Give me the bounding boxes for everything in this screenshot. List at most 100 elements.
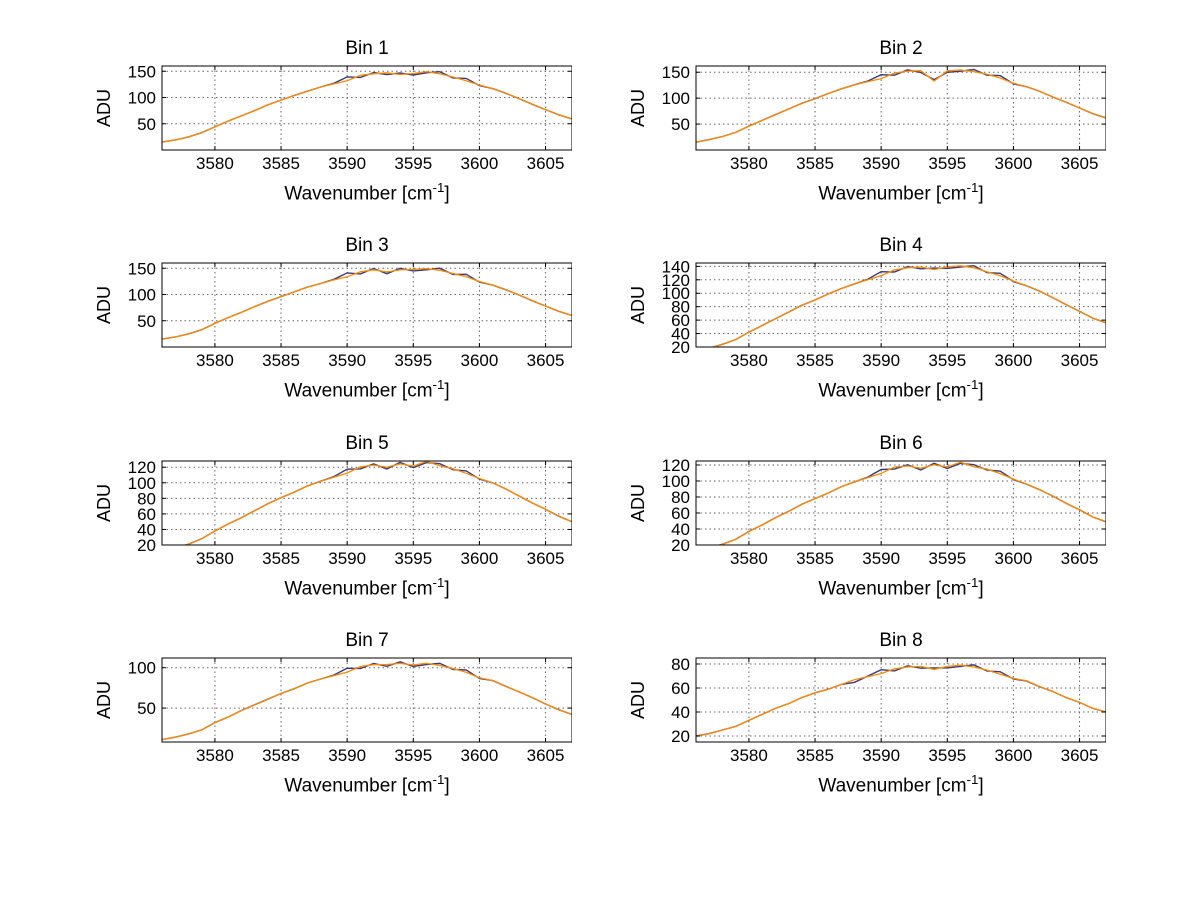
x-tick-label: 3590 (862, 549, 900, 568)
x-tick-label: 3595 (928, 549, 966, 568)
x-tick-label: 3605 (1061, 154, 1099, 173)
x-tick-label: 3605 (1061, 351, 1099, 370)
x-tick-label: 3585 (262, 549, 300, 568)
chart-title: Bin 2 (879, 38, 923, 59)
x-axis-label: Wavenumber [cm-1] (284, 574, 450, 599)
x-tick-label: 3590 (862, 746, 900, 765)
subplot-bin-3: Bin 3 3580 3585 3590 3595 3600 3605 50 100 150 ADU… (94, 235, 573, 402)
y-tick-label: 100 (662, 285, 690, 304)
subplot-bin-7: Bin 7 3580 3585 3590 3595 3600 3605 50 100 ADU Wav… (94, 629, 573, 797)
x-tick-label: 3600 (995, 154, 1033, 173)
y-tick-label: 100 (128, 89, 156, 108)
chart-title: Bin 3 (345, 235, 389, 257)
x-axis-label: Wavenumber [cm-1] (284, 180, 450, 205)
y-tick-label: 100 (128, 659, 156, 678)
x-tick-label: 3585 (796, 746, 834, 765)
y-axis-label: ADU (628, 89, 648, 127)
spectrum-line (696, 664, 1106, 737)
x-tick-label: 3590 (328, 549, 366, 568)
subplot-bin-1: Bin 1 3580 3585 3590 3595 3600 3605 50 100 150 ADU… (94, 38, 573, 205)
y-tick-label: 40 (671, 325, 690, 344)
chart-title: Bin 8 (879, 629, 923, 651)
chart-title: Bin 1 (345, 38, 389, 59)
spectrum-overlay-line (696, 664, 1106, 737)
x-tick-label: 3590 (328, 154, 366, 173)
y-tick-label: 20 (137, 536, 156, 555)
y-tick-label: 100 (128, 286, 156, 305)
x-tick-label: 3595 (394, 351, 432, 370)
axis-box (161, 657, 573, 743)
x-tick-label: 3590 (328, 351, 366, 370)
subplot-bin-2: Bin 2 3580 3585 3590 3595 3600 3605 50 100 150 ADU… (628, 38, 1107, 205)
axis-box (161, 460, 573, 546)
spectrum-line (162, 268, 572, 341)
x-tick-label: 3590 (862, 154, 900, 173)
x-tick-label: 3585 (796, 351, 834, 370)
y-tick-label: 20 (671, 536, 690, 555)
x-tick-label: 3595 (394, 746, 432, 765)
spectrum-overlay-line (162, 267, 572, 341)
y-tick-label: 60 (137, 505, 156, 524)
x-tick-label: 3580 (196, 154, 234, 173)
spectrum-line (711, 265, 1106, 348)
x-axis-label: Wavenumber [cm-1] (818, 377, 984, 402)
y-tick-label: 150 (128, 260, 156, 278)
x-axis-label: Wavenumber [cm-1] (818, 771, 984, 797)
spectrum-overlay-line (162, 661, 572, 741)
x-tick-label: 3600 (995, 351, 1033, 370)
y-axis-label: ADU (628, 484, 648, 522)
y-axis-label: ADU (628, 681, 648, 719)
x-tick-label: 3605 (527, 746, 565, 765)
y-axis-label: ADU (628, 286, 648, 324)
y-tick-label: 150 (662, 63, 690, 82)
axis-box (695, 262, 1107, 348)
x-tick-label: 3605 (1061, 746, 1099, 765)
chart-canvas: 3580 3585 3590 3595 3600 3605 50 100 150 ADU (94, 260, 573, 370)
chart-title: Bin 5 (345, 432, 389, 454)
y-tick-label: 140 (662, 260, 690, 276)
x-tick-label: 3585 (796, 154, 834, 173)
x-tick-label: 3580 (730, 154, 768, 173)
y-tick-label: 50 (671, 115, 690, 134)
subplot-grid: Bin 1 3580 3585 3590 3595 3600 3605 50 100 150 ADU… (94, 38, 1107, 797)
y-tick-label: 60 (671, 311, 690, 330)
y-tick-label: 80 (137, 489, 156, 508)
x-tick-label: 3595 (928, 154, 966, 173)
y-tick-label: 50 (137, 699, 156, 718)
x-tick-label: 3600 (461, 351, 499, 370)
x-tick-label: 3605 (1061, 549, 1099, 568)
y-axis-label: ADU (94, 484, 114, 522)
y-tick-label: 120 (128, 458, 156, 477)
x-tick-label: 3580 (196, 549, 234, 568)
subplot-bin-8: Bin 8 3580 3585 3590 3595 3600 3605 20 40 60 80 ADU… (628, 629, 1107, 797)
axis-box (161, 65, 573, 151)
chart-canvas: 3580 3585 3590 3595 3600 3605 50 100 150 ADU (628, 63, 1107, 173)
x-tick-label: 3580 (730, 549, 768, 568)
spectrum-overlay-line (162, 70, 572, 143)
y-tick-label: 150 (128, 63, 156, 81)
axis-box (695, 65, 1107, 151)
y-tick-label: 50 (137, 115, 156, 134)
x-tick-label: 3585 (262, 154, 300, 173)
y-axis-label: ADU (94, 89, 114, 127)
x-tick-label: 3600 (461, 549, 499, 568)
spectrum-overlay-line (696, 68, 1106, 143)
x-tick-label: 3585 (262, 746, 300, 765)
y-tick-label: 20 (671, 338, 690, 357)
x-tick-label: 3600 (461, 154, 499, 173)
y-tick-label: 60 (671, 679, 690, 698)
y-tick-label: 100 (662, 472, 690, 491)
x-tick-label: 3595 (394, 549, 432, 568)
y-tick-label: 20 (671, 727, 690, 746)
x-tick-label: 3605 (527, 154, 565, 173)
chart-canvas: 3580 3585 3590 3595 3600 3605 50 100 150 ADU (94, 62, 573, 173)
chart-canvas: 3580 3585 3590 3595 3600 3605 2040608010012014… (628, 258, 1107, 370)
x-tick-label: 3595 (928, 351, 966, 370)
x-tick-label: 3585 (796, 549, 834, 568)
x-tick-label: 3595 (394, 154, 432, 173)
y-tick-label: 100 (662, 89, 690, 108)
chart-title: Bin 4 (879, 235, 923, 257)
chart-title: Bin 7 (345, 629, 389, 651)
